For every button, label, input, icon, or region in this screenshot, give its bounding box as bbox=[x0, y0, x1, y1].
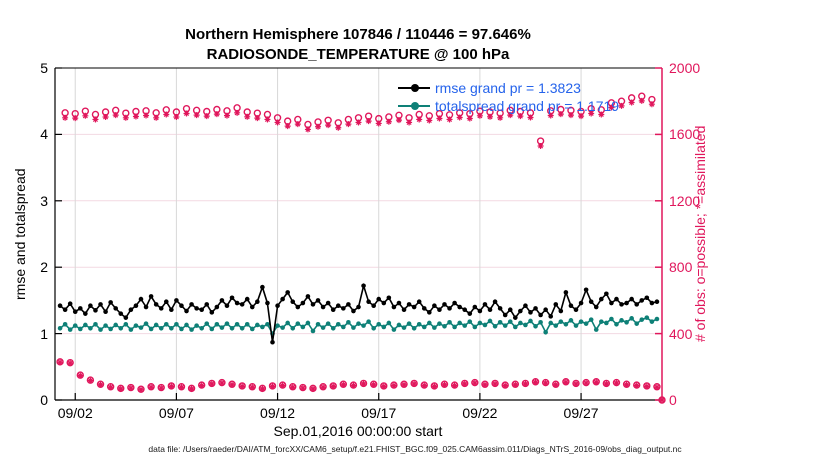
legend-item-totalspread: totalspread grand pr = 1.1719 bbox=[398, 97, 619, 115]
chart-title-line1: Northern Hemisphere 107846 / 110446 = 97… bbox=[185, 26, 531, 43]
y-right-tick-label: 2000 bbox=[669, 60, 701, 76]
y-right-tick-label: 800 bbox=[669, 259, 693, 276]
y-axis-label-left: rmse and totalspread bbox=[12, 168, 28, 300]
y-left-tick-label: 3 bbox=[40, 192, 48, 209]
x-tick-label: 09/12 bbox=[260, 405, 296, 421]
y-left-tick-label: 4 bbox=[40, 126, 48, 143]
totalspread-line-sample-icon bbox=[398, 101, 430, 111]
y-left-tick-label: 2 bbox=[40, 259, 48, 276]
y-left-tick-label: 1 bbox=[40, 325, 48, 342]
y-axis-label-right: # of obs: o=possible; *=assimilated bbox=[692, 125, 708, 343]
y-left-tick-label: 5 bbox=[40, 60, 48, 76]
legend-label-totalspread: totalspread grand pr = 1.1719 bbox=[435, 98, 620, 114]
x-tick-label: 09/17 bbox=[361, 405, 397, 421]
y-right-tick-label: 1200 bbox=[669, 192, 701, 209]
x-tick-label: 09/27 bbox=[563, 405, 599, 421]
y-left-tick-label: 0 bbox=[40, 392, 48, 408]
y-right-tick-label: 0 bbox=[669, 392, 677, 408]
legend-item-rmse: rmse grand pr = 1.3823 bbox=[398, 79, 619, 97]
chart-legend: rmse grand pr = 1.3823 totalspread grand… bbox=[398, 79, 619, 115]
data-file-path: data file: /Users/raeder/DAI/ATM_forcXX/… bbox=[148, 444, 682, 454]
rmse-line-sample-icon bbox=[398, 83, 430, 93]
x-tick-label: 09/07 bbox=[158, 405, 194, 421]
x-tick-label: 09/22 bbox=[462, 405, 498, 421]
x-axis-label: Sep.01,2016 00:00:00 start bbox=[273, 423, 443, 439]
chart-title-line2: RADIOSONDE_TEMPERATURE @ 100 hPa bbox=[206, 46, 510, 63]
legend-label-rmse: rmse grand pr = 1.3823 bbox=[435, 80, 581, 96]
y-right-tick-label: 1600 bbox=[669, 126, 701, 143]
y-right-tick-label: 400 bbox=[669, 325, 693, 342]
x-tick-label: 09/02 bbox=[57, 405, 93, 421]
